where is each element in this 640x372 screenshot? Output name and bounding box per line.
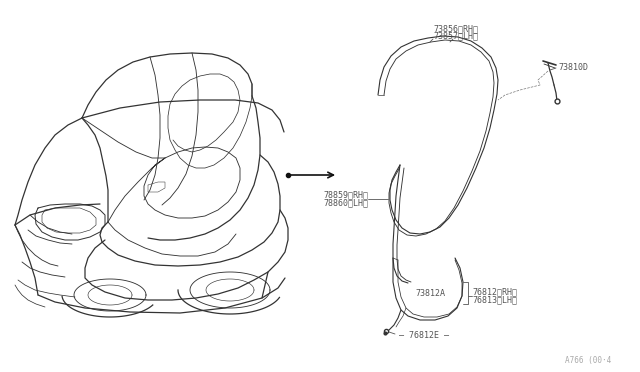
Text: 73810D: 73810D [558,64,588,73]
Text: 73857〈LH〉: 73857〈LH〉 [433,32,478,41]
Text: 73812A: 73812A [415,289,445,298]
Text: 78859〈RH〉: 78859〈RH〉 [323,190,368,199]
Text: — 76812E —: — 76812E — [399,331,449,340]
Text: 78860〈LH〉: 78860〈LH〉 [323,199,368,208]
Text: 76812〈RH〉: 76812〈RH〉 [472,288,517,296]
Text: A766 (00·4: A766 (00·4 [565,356,611,365]
Text: 76813〈LH〉: 76813〈LH〉 [472,295,517,305]
Text: 73856〈RH〉: 73856〈RH〉 [433,25,478,33]
